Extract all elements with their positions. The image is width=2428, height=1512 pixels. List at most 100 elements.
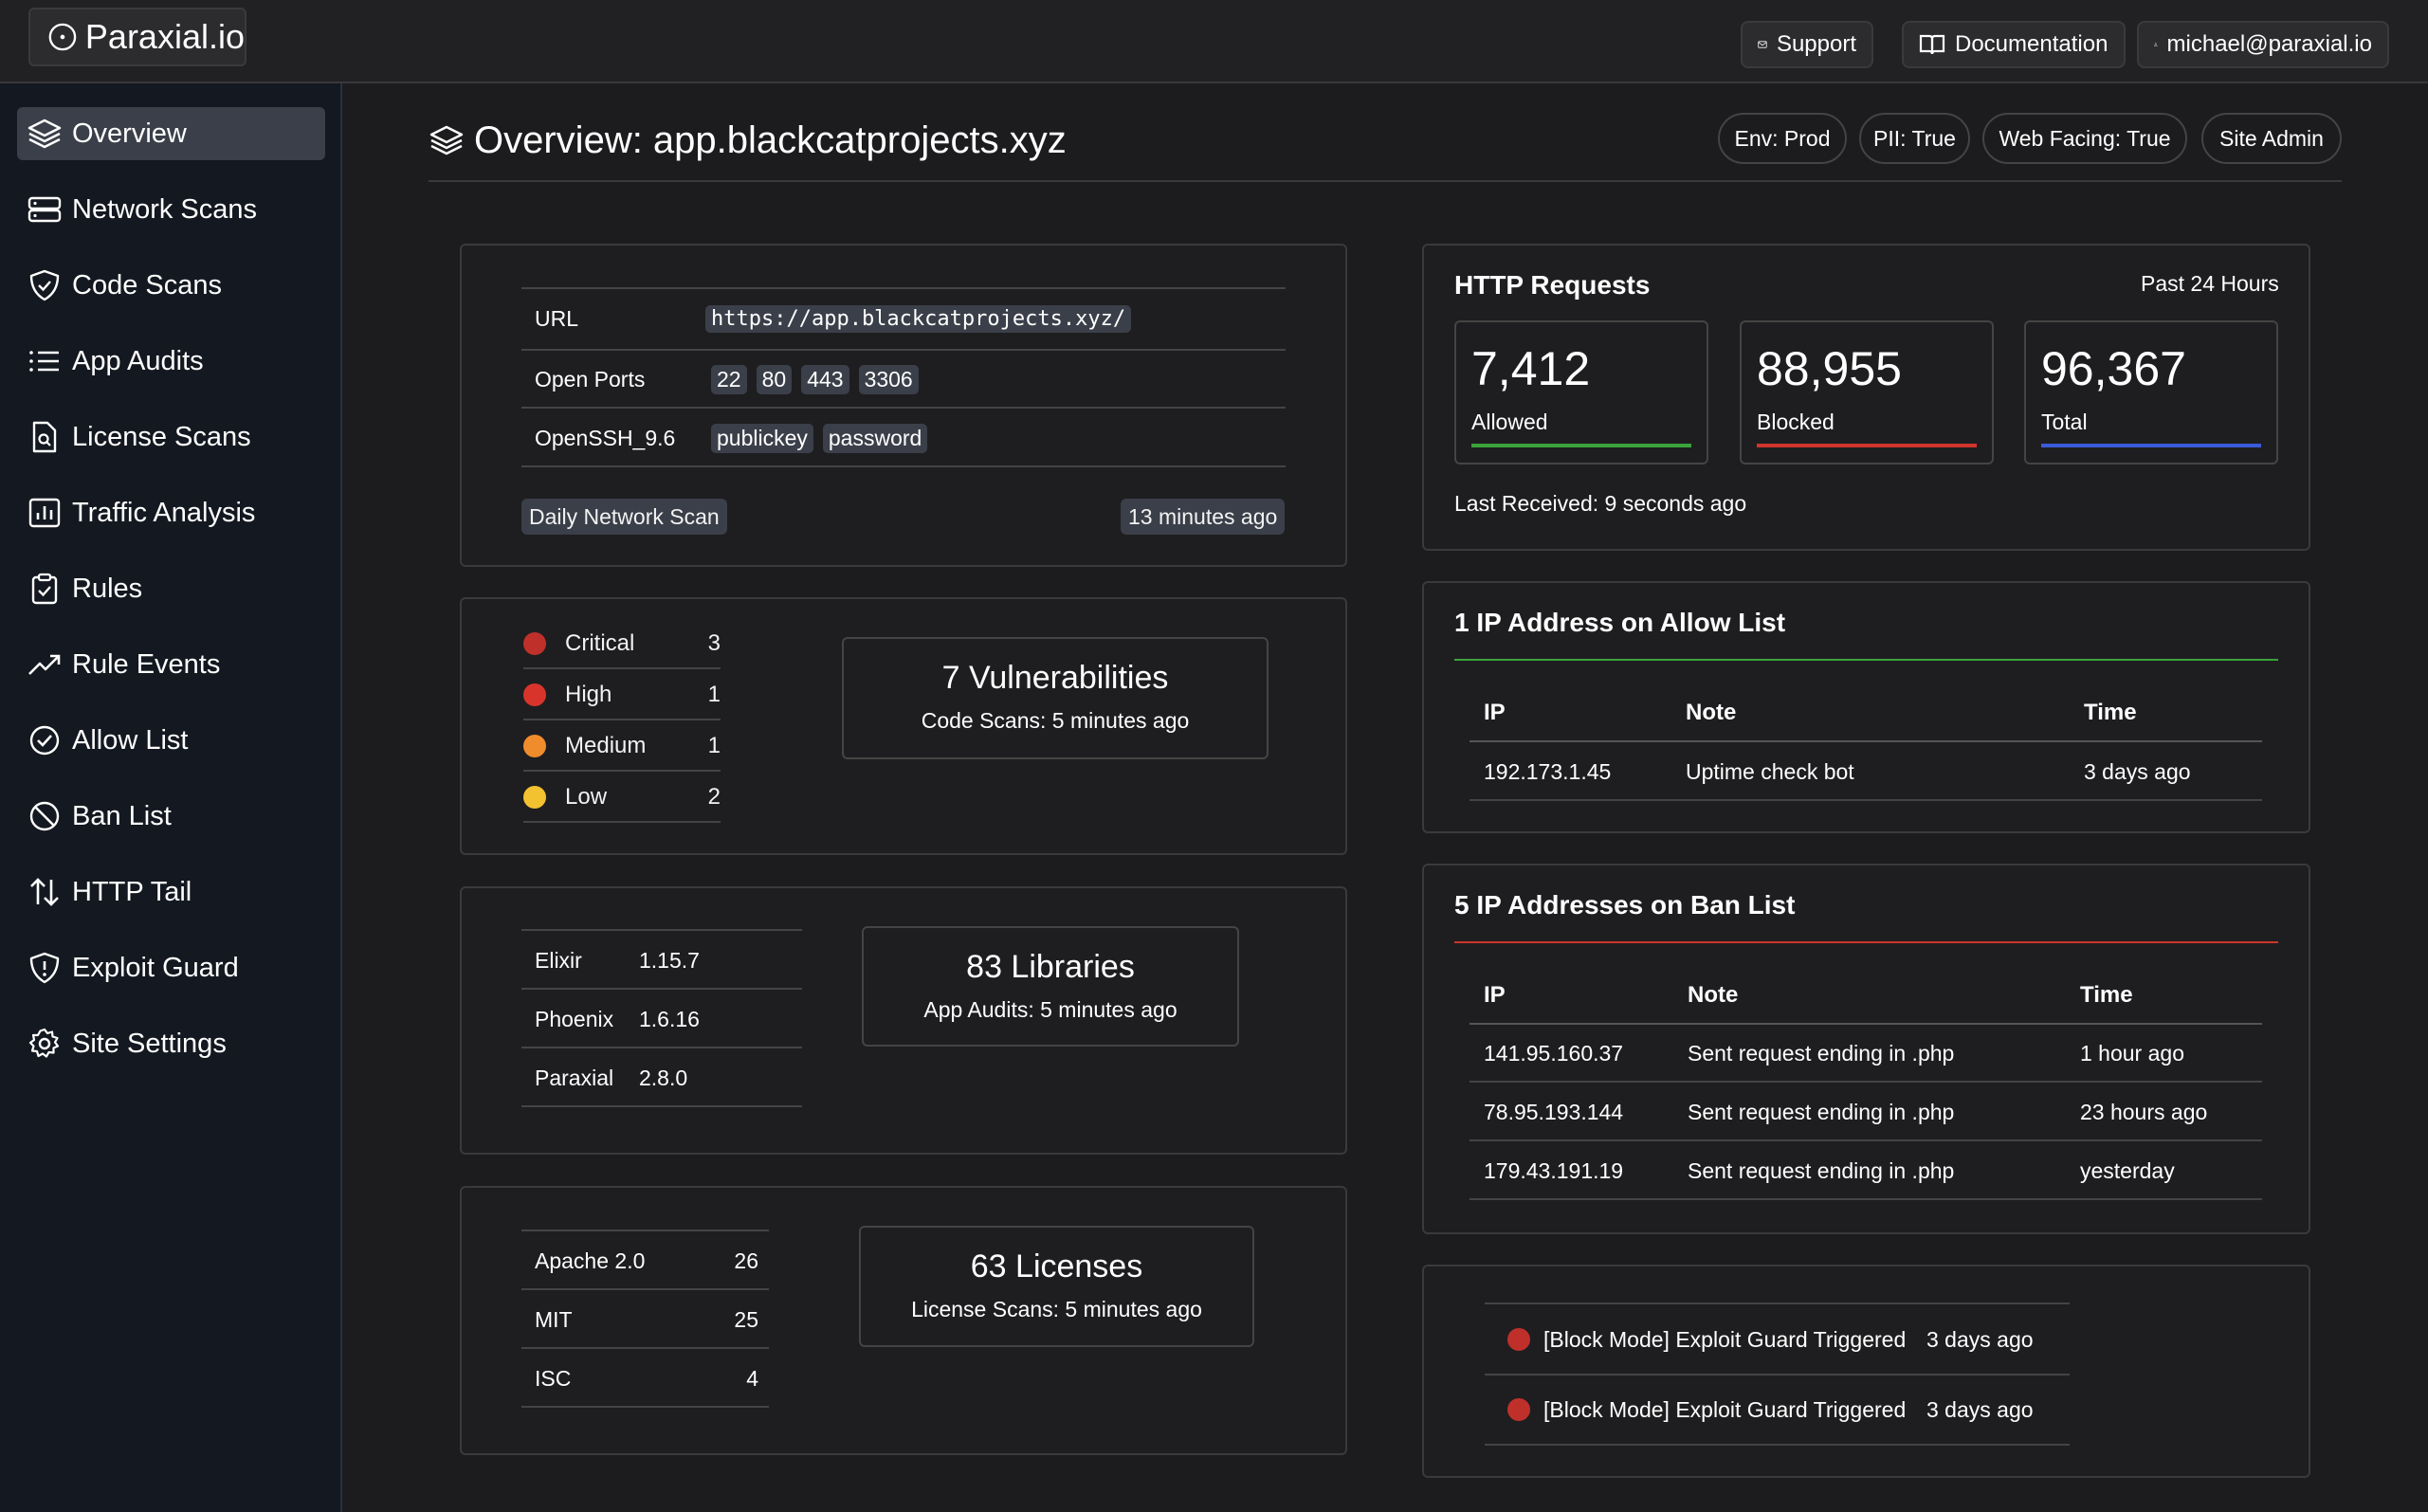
- open-ports-row: Open Ports 22 80 443 3306: [535, 360, 928, 398]
- arrows-up-down-icon: [30, 878, 59, 906]
- sidebar-item-ban-list[interactable]: Ban List: [17, 790, 325, 843]
- severity-count: 3: [707, 630, 721, 656]
- divider: [1470, 799, 2262, 801]
- divider: [1485, 1444, 2070, 1446]
- url-label: URL: [535, 305, 579, 331]
- shield-check-icon: [29, 269, 60, 301]
- sidebar-item-code-scans[interactable]: Code Scans: [17, 259, 325, 312]
- libraries-count: 83 Libraries: [966, 949, 1135, 985]
- sidebar-item-license-scans[interactable]: License Scans: [17, 410, 325, 464]
- server-icon: [27, 196, 62, 223]
- url-value[interactable]: https://app.blackcatprojects.xyz/: [705, 304, 1132, 333]
- http-period: Past 24 Hours: [2141, 271, 2279, 296]
- sidebar-item-label: Traffic Analysis: [72, 497, 256, 528]
- sidebar-item-traffic-analysis[interactable]: Traffic Analysis: [17, 486, 325, 539]
- sidebar: Overview Network Scans Code Scans App Au…: [0, 83, 342, 1512]
- event-time: 3 days ago: [1926, 1396, 2034, 1422]
- sidebar-item-label: Overview: [72, 118, 187, 149]
- ssh-label: OpenSSH_9.6: [535, 425, 676, 450]
- sidebar-item-label: Rule Events: [72, 648, 221, 680]
- licenses-summary[interactable]: 63 Licenses License Scans: 5 minutes ago: [859, 1226, 1254, 1347]
- licenses-subtitle: License Scans: 5 minutes ago: [911, 1297, 1202, 1321]
- event-dot-icon: [1507, 1398, 1530, 1421]
- sidebar-item-http-tail[interactable]: HTTP Tail: [17, 865, 325, 919]
- sidebar-item-rules[interactable]: Rules: [17, 562, 325, 615]
- ssh-row: OpenSSH_9.6 publickey password: [535, 419, 937, 457]
- vulnerabilities-summary[interactable]: 7 Vulnerabilities Code Scans: 5 minutes …: [842, 637, 1269, 759]
- sidebar-item-allow-list[interactable]: Allow List: [17, 714, 325, 767]
- license-name: ISC: [535, 1365, 572, 1391]
- sidebar-item-label: Ban List: [72, 800, 172, 831]
- row-note: Sent request ending in .php: [1688, 1100, 1955, 1124]
- column-header-ip: IP: [1484, 982, 1506, 1008]
- row-note: Sent request ending in .php: [1688, 1158, 1955, 1183]
- logo-icon: [48, 23, 77, 51]
- row-ip: 179.43.191.19: [1484, 1158, 1624, 1183]
- severity-name: Medium: [565, 733, 647, 758]
- allowed-stat[interactable]: 7,412 Allowed: [1454, 320, 1708, 465]
- page-title-text: Overview: app.blackcatprojects.xyz: [474, 118, 1067, 161]
- divider: [521, 1406, 769, 1408]
- library-name: Phoenix: [535, 1006, 614, 1031]
- libraries-summary[interactable]: 83 Libraries App Audits: 5 minutes ago: [862, 926, 1239, 1047]
- divider: [521, 929, 802, 931]
- logo[interactable]: Paraxial.io: [28, 8, 246, 66]
- license-count: 26: [734, 1248, 758, 1273]
- event-row[interactable]: [Block Mode] Exploit Guard Triggered 3 d…: [1507, 1391, 2034, 1429]
- documentation-label: Documentation: [1955, 31, 2109, 57]
- ban-list-card: [1422, 864, 2310, 1234]
- ban-list-accent: [1454, 941, 2278, 943]
- gear-icon: [28, 1028, 60, 1058]
- stat-value: 96,367: [2041, 342, 2186, 395]
- sidebar-item-label: Exploit Guard: [72, 952, 239, 983]
- column-header-note: Note: [1686, 700, 1737, 725]
- documentation-button[interactable]: Documentation: [1902, 21, 2126, 68]
- row-time: 1 hour ago: [2080, 1041, 2184, 1066]
- severity-dot-icon: [523, 786, 546, 809]
- check-circle-icon: [29, 725, 60, 756]
- severity-name: Low: [565, 784, 608, 810]
- allow-list-title: 1 IP Address on Allow List: [1454, 608, 1786, 637]
- code-scans-card: [460, 597, 1347, 855]
- severity-row-low: Low 2: [523, 774, 721, 823]
- logo-text: Paraxial.io: [84, 17, 245, 56]
- blocked-stat[interactable]: 88,955 Blocked: [1740, 320, 1994, 465]
- clipboard-check-icon: [31, 573, 58, 605]
- license-count: 4: [746, 1365, 758, 1391]
- sidebar-item-label: HTTP Tail: [72, 876, 192, 907]
- divider: [1470, 1023, 2262, 1025]
- column-header-note: Note: [1688, 982, 1739, 1008]
- event-row[interactable]: [Block Mode] Exploit Guard Triggered 3 d…: [1507, 1321, 2034, 1358]
- stat-bar: [2041, 444, 2261, 447]
- sidebar-item-app-audits[interactable]: App Audits: [17, 335, 325, 388]
- stat-bar: [1757, 444, 1977, 447]
- sidebar-item-rule-events[interactable]: Rule Events: [17, 638, 325, 691]
- divider: [521, 287, 1286, 289]
- support-button[interactable]: Support: [1741, 21, 1873, 68]
- file-search-icon: [32, 421, 57, 453]
- pii-pill: PII: True: [1859, 113, 1970, 164]
- stat-label: Allowed: [1471, 410, 1548, 434]
- libraries-subtitle: App Audits: 5 minutes ago: [923, 997, 1177, 1022]
- vulnerabilities-subtitle: Code Scans: 5 minutes ago: [921, 708, 1190, 733]
- scan-name-badge[interactable]: Daily Network Scan: [521, 499, 727, 535]
- license-name: Apache 2.0: [535, 1248, 646, 1273]
- layers-icon: [429, 125, 464, 155]
- sidebar-item-network-scans[interactable]: Network Scans: [17, 183, 325, 236]
- total-stat[interactable]: 96,367 Total: [2024, 320, 2278, 465]
- row-ip: 192.173.1.45: [1484, 759, 1612, 784]
- port-tag: 22: [711, 364, 747, 394]
- library-version: 1.6.16: [639, 1006, 700, 1031]
- stat-bar: [1471, 444, 1691, 447]
- severity-row-medium: Medium 1: [523, 722, 721, 772]
- sidebar-item-exploit-guard[interactable]: Exploit Guard: [17, 941, 325, 994]
- event-text: [Block Mode] Exploit Guard Triggered: [1543, 1326, 1907, 1352]
- library-name: Elixir: [535, 947, 582, 973]
- sidebar-item-site-settings[interactable]: Site Settings: [17, 1017, 325, 1070]
- divider: [521, 1105, 802, 1107]
- severity-count: 2: [707, 784, 721, 810]
- sidebar-item-overview[interactable]: Overview: [17, 107, 325, 160]
- library-row: Paraxial 2.8.0: [535, 1059, 687, 1097]
- user-menu-button[interactable]: michael@paraxial.io: [2137, 21, 2389, 68]
- row-time: 23 hours ago: [2080, 1100, 2208, 1124]
